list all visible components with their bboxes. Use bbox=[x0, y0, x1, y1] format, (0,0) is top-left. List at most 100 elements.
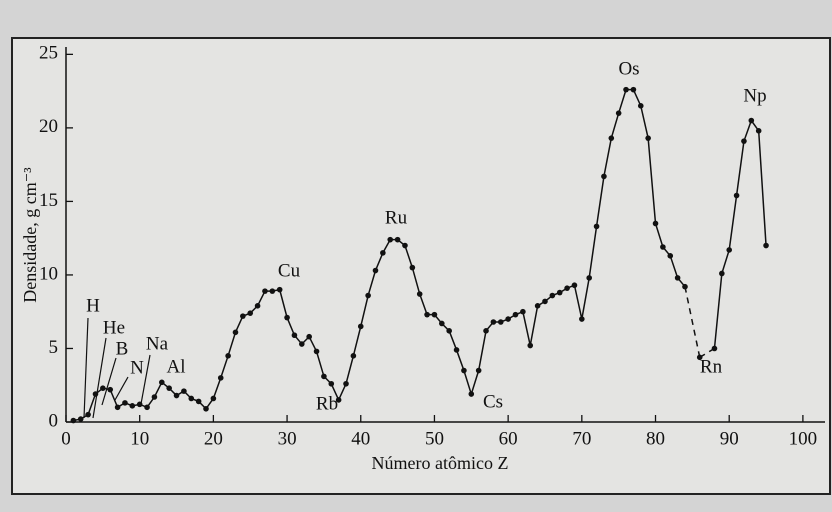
data-point bbox=[512, 311, 519, 318]
y-axis-label: Densidade, g cm⁻³ bbox=[20, 167, 40, 303]
data-point bbox=[520, 308, 526, 315]
data-point bbox=[70, 417, 77, 424]
element-label: He bbox=[103, 317, 125, 338]
interpolated-segment bbox=[684, 286, 701, 358]
data-point bbox=[77, 416, 84, 422]
data-point bbox=[660, 244, 666, 250]
data-point bbox=[542, 298, 548, 305]
data-point bbox=[262, 288, 268, 294]
data-point bbox=[726, 247, 733, 253]
data-point bbox=[586, 275, 592, 281]
data-point bbox=[741, 138, 747, 144]
data-point bbox=[343, 380, 349, 387]
x-tick-label: 90 bbox=[720, 428, 739, 449]
data-point bbox=[748, 117, 755, 124]
data-point bbox=[763, 242, 769, 249]
data-point bbox=[645, 135, 651, 141]
data-point bbox=[549, 292, 556, 299]
data-point bbox=[335, 397, 342, 403]
data-point bbox=[571, 282, 578, 289]
data-point bbox=[755, 128, 762, 134]
data-point bbox=[461, 367, 467, 374]
data-point bbox=[431, 311, 438, 318]
x-tick-label: 50 bbox=[425, 428, 444, 449]
data-point bbox=[623, 86, 629, 93]
data-point bbox=[291, 332, 298, 339]
data-point bbox=[424, 311, 430, 318]
data-point bbox=[372, 267, 379, 274]
data-point bbox=[321, 373, 327, 380]
data-point bbox=[173, 392, 180, 399]
data-point bbox=[630, 86, 637, 93]
data-point bbox=[475, 367, 482, 374]
leader-line bbox=[92, 337, 107, 419]
data-point bbox=[269, 288, 276, 294]
x-axis-label: Número atômico Z bbox=[372, 453, 509, 473]
data-point bbox=[210, 395, 217, 402]
x-tick-label: 40 bbox=[351, 428, 370, 449]
data-point bbox=[719, 270, 725, 277]
data-point bbox=[733, 192, 740, 199]
data-point bbox=[313, 348, 320, 355]
element-label: H bbox=[86, 295, 100, 316]
data-point bbox=[232, 329, 239, 336]
element-label: B bbox=[116, 338, 129, 359]
element-label: Ru bbox=[385, 207, 408, 228]
data-point bbox=[579, 316, 585, 322]
data-point bbox=[674, 275, 681, 281]
data-point bbox=[637, 103, 644, 109]
y-tick-label: 5 bbox=[49, 337, 59, 358]
interpolated-segment bbox=[699, 347, 715, 358]
data-point bbox=[357, 323, 364, 330]
x-tick-label: 70 bbox=[572, 428, 591, 449]
data-point bbox=[195, 398, 202, 405]
y-tick-label: 10 bbox=[39, 263, 58, 284]
data-point bbox=[365, 292, 371, 299]
leader-line bbox=[101, 357, 117, 406]
data-point bbox=[505, 316, 511, 322]
data-point bbox=[593, 223, 600, 230]
element-label: Np bbox=[743, 85, 766, 106]
data-point bbox=[394, 236, 401, 243]
x-tick-label: 20 bbox=[204, 428, 223, 449]
data-point bbox=[439, 320, 445, 327]
data-point bbox=[490, 319, 497, 325]
x-tick-label: 80 bbox=[646, 428, 665, 449]
data-point bbox=[453, 347, 460, 353]
data-point bbox=[483, 328, 489, 334]
data-point bbox=[85, 411, 91, 418]
data-point bbox=[380, 250, 386, 256]
data-point bbox=[306, 333, 312, 340]
x-tick-label: 60 bbox=[499, 428, 518, 449]
data-point bbox=[284, 314, 290, 321]
data-point bbox=[144, 404, 150, 411]
leader-line bbox=[114, 376, 129, 401]
data-point bbox=[328, 380, 335, 387]
data-point bbox=[158, 379, 165, 386]
data-point bbox=[188, 395, 195, 402]
element-label: Os bbox=[618, 58, 639, 79]
data-point bbox=[468, 391, 475, 397]
data-point bbox=[608, 135, 615, 141]
data-point bbox=[203, 405, 209, 412]
data-point bbox=[402, 242, 408, 249]
data-point bbox=[254, 303, 261, 309]
data-point bbox=[682, 283, 688, 290]
data-point bbox=[527, 342, 534, 349]
element-label: Na bbox=[146, 333, 169, 354]
y-tick-label: 25 bbox=[39, 43, 58, 64]
data-point bbox=[667, 253, 674, 259]
data-point bbox=[601, 173, 607, 180]
x-tick-label: 10 bbox=[130, 428, 149, 449]
data-point bbox=[276, 286, 283, 293]
data-point bbox=[416, 291, 423, 297]
y-tick-label: 20 bbox=[39, 116, 58, 137]
data-point bbox=[151, 394, 158, 400]
data-point bbox=[564, 285, 570, 291]
data-point bbox=[240, 313, 246, 319]
data-point bbox=[247, 310, 254, 316]
element-label: N bbox=[130, 357, 144, 378]
figure-frame bbox=[11, 37, 831, 495]
x-tick-label: 100 bbox=[789, 428, 818, 449]
